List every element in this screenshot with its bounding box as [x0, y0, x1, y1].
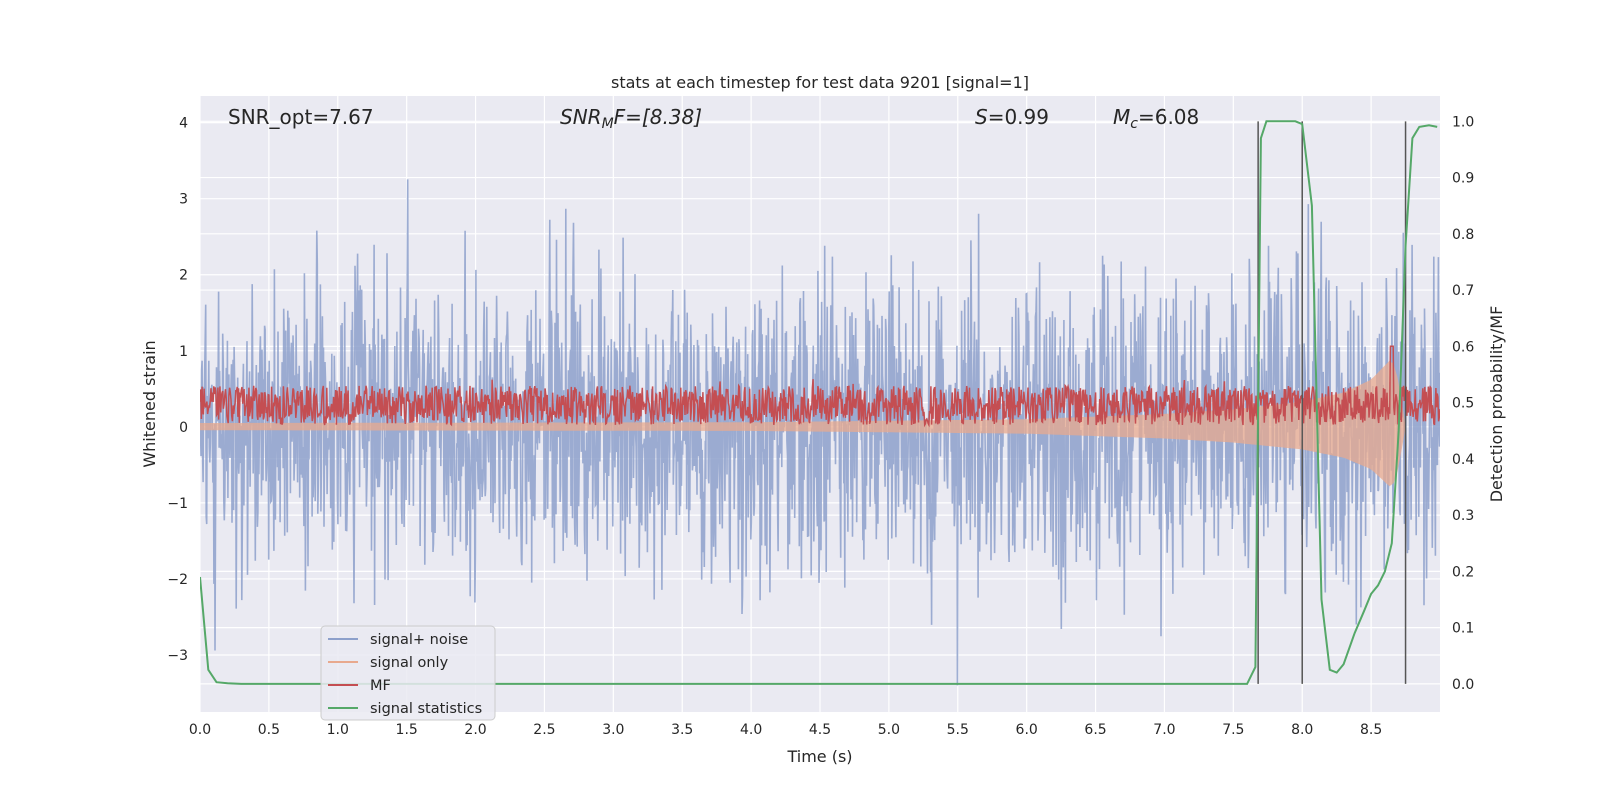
x-tick-label: 4.0: [740, 722, 762, 738]
y-right-tick-label: 1.0: [1452, 114, 1474, 130]
x-tick-label: 0.0: [189, 722, 211, 738]
y-left-axis-label: Whitened strain: [140, 340, 159, 467]
y-right-tick-label: 0.9: [1452, 171, 1474, 187]
x-tick-label: 2.5: [533, 722, 555, 738]
chart-title: stats at each timestep for test data 920…: [611, 73, 1029, 92]
legend-box: [320, 625, 496, 721]
y-left-tick-label: −3: [167, 648, 188, 664]
annotation-snr-mf: SNRMF=[8.38]: [560, 105, 702, 132]
y-right-tick-label: 0.8: [1452, 227, 1474, 243]
x-tick-label: 8.5: [1360, 722, 1382, 738]
x-tick-label: 7.5: [1222, 722, 1244, 738]
legend-label-signal-statistics: signal statistics: [370, 701, 482, 717]
annotation-snr-opt: SNR_opt=7.67: [228, 105, 374, 129]
y-right-tick-label: 0.4: [1452, 452, 1474, 468]
series-signal-statistics: [200, 120, 1438, 685]
y-left-tick-label: −2: [167, 572, 188, 588]
series-mf: [200, 345, 1440, 428]
x-tick-label: 3.5: [671, 722, 693, 738]
legend-label-signal-only: signal only: [370, 655, 449, 671]
y-left-tick-labels: 4 3 2 1 0 −1 −2 −3: [167, 116, 188, 664]
x-tick-label: 5.5: [947, 722, 969, 738]
y-right-tick-label: 0.3: [1452, 508, 1474, 524]
data-layer: [200, 120, 1440, 686]
x-tick-labels: 0.0 0.5 1.0 1.5 2.0 2.5 3.0 3.5 4.0 4.5 5.0 5.5 6.0 6…: [189, 722, 1382, 738]
legend-label-signal-noise: signal+ noise: [370, 632, 468, 648]
series-signal-only: [200, 360, 1406, 487]
legend-label-mf: MF: [370, 678, 391, 694]
y-right-tick-label: 0.6: [1452, 339, 1474, 355]
x-tick-label: 6.0: [1016, 722, 1038, 738]
x-tick-label: 8.0: [1291, 722, 1313, 738]
x-tick-label: 3.0: [602, 722, 624, 738]
y-right-tick-label: 0.2: [1452, 564, 1474, 580]
x-tick-label: 0.5: [258, 722, 280, 738]
x-tick-label: 6.5: [1084, 722, 1106, 738]
y-right-axis-label: Detection probability/MF: [1487, 306, 1506, 503]
y-right-tick-label: 0.0: [1452, 677, 1474, 693]
y-left-tick-label: 0: [179, 420, 188, 436]
x-tick-label: 5.0: [878, 722, 900, 738]
y-right-tick-label: 0.5: [1452, 396, 1474, 412]
y-right-tick-labels: 1.0 0.9 0.8 0.7 0.6 0.5 0.4 0.3 0.2 0.1 0.0: [1452, 114, 1474, 693]
annotation-s: S=0.99: [975, 105, 1049, 129]
legend: signal+ noise signal only MF signal stat…: [320, 625, 496, 721]
x-tick-label: 7.0: [1153, 722, 1175, 738]
y-right-tick-label: 0.7: [1452, 283, 1474, 299]
annotation-mc: Mc=6.08: [1113, 105, 1199, 132]
x-tick-label: 4.5: [809, 722, 831, 738]
y-left-tick-label: 2: [179, 268, 188, 284]
x-tick-label: 1.5: [396, 722, 418, 738]
x-axis-label: Time (s): [786, 747, 852, 766]
y-left-tick-label: 4: [179, 116, 188, 132]
y-left-tick-label: 1: [179, 344, 188, 360]
y-left-tick-label: −1: [167, 496, 188, 512]
y-right-tick-label: 0.1: [1452, 621, 1474, 637]
x-tick-label: 2.0: [464, 722, 486, 738]
x-tick-label: 1.0: [327, 722, 349, 738]
y-left-tick-label: 3: [179, 192, 188, 208]
